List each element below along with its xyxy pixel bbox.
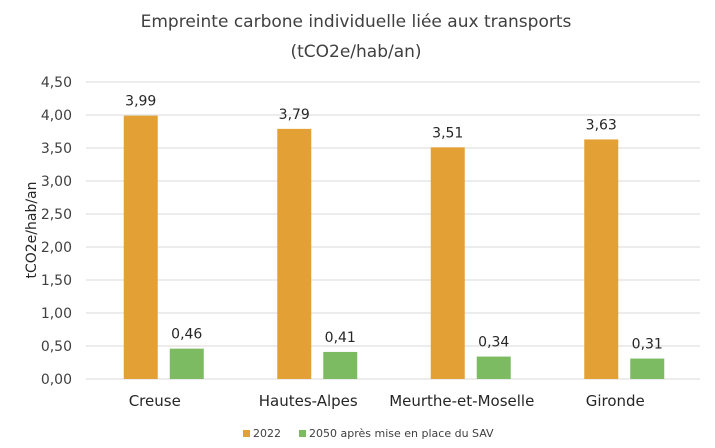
y-axis-ticks: 0,00 0,50 1,00 1,50 2,00 2,50 3,00 3,50 4,00 4,50 [41, 75, 72, 388]
bar [476, 356, 511, 379]
y-tick-label: 2,00 [41, 240, 72, 256]
y-tick-label: 4,00 [41, 108, 72, 124]
y-tick-label: 2,50 [41, 207, 72, 223]
bar [430, 147, 465, 379]
bar [277, 128, 312, 379]
gridlines [86, 81, 700, 380]
data-label: 3,79 [279, 107, 310, 123]
bar [169, 348, 204, 379]
bar [630, 358, 665, 379]
data-label: 3,99 [125, 94, 156, 110]
data-label: 3,63 [586, 117, 617, 133]
x-category-label: Creuse [129, 392, 181, 410]
data-label: 0,31 [632, 337, 663, 353]
chart-title-line-1: Empreinte carbone individuelle liée aux … [141, 12, 572, 32]
y-tick-label: 0,50 [41, 339, 72, 355]
y-tick-label: 4,50 [41, 75, 72, 91]
legend-label: 2050 après mise en place du SAV [309, 427, 494, 440]
x-category-label: Meurthe-et-Moselle [389, 392, 534, 410]
y-tick-label: 3,50 [41, 141, 72, 157]
data-labels: 3,99 0,46 3,79 0,41 3,51 0,34 3,63 0,31 [125, 94, 663, 353]
legend-swatch [299, 430, 306, 437]
data-label: 0,41 [325, 330, 356, 346]
bar [123, 115, 158, 379]
bar [584, 139, 619, 379]
y-axis-label: tCO2e/hab/an [24, 181, 40, 278]
legend-label: 2022 [253, 427, 281, 440]
bar [323, 351, 358, 379]
chart-title-line-2: (tCO2e/hab/an) [290, 42, 421, 62]
x-category-label: Hautes-Alpes [259, 392, 358, 410]
x-axis-categories: Creuse Hautes-Alpes Meurthe-et-Moselle Giro… [129, 392, 645, 410]
legend: 2022 2050 après mise en place du SAV [243, 427, 494, 440]
bars [123, 115, 665, 379]
y-tick-label: 3,00 [41, 174, 72, 190]
data-label: 0,46 [171, 327, 202, 343]
y-tick-label: 0,00 [41, 372, 72, 388]
legend-swatch [243, 430, 250, 437]
data-label: 0,34 [478, 335, 509, 351]
x-category-label: Gironde [586, 392, 645, 410]
data-label: 3,51 [432, 125, 463, 141]
y-tick-label: 1,50 [41, 273, 72, 289]
y-tick-label: 1,00 [41, 306, 72, 322]
